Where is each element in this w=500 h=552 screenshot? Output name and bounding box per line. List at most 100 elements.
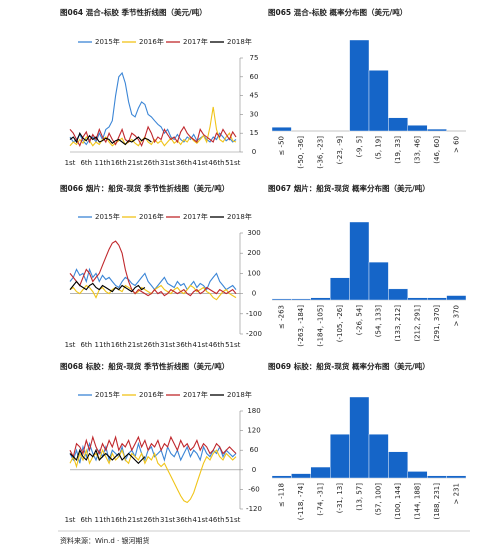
legend-label: 2017年 — [183, 390, 208, 399]
bar — [330, 277, 350, 301]
series-line — [69, 240, 237, 297]
x-tick-label: 11th — [95, 159, 111, 167]
y-tick-label: 45 — [250, 92, 259, 100]
x-tick-label: 6th — [80, 516, 92, 524]
legend-label: 2017年 — [183, 37, 208, 46]
bar — [271, 475, 292, 479]
y-tick-label: -100 — [246, 310, 262, 318]
legend-label: 2018年 — [227, 390, 252, 399]
x-tick-label: (144, 188] — [414, 483, 422, 520]
bar — [368, 70, 389, 132]
x-tick-label: 1st — [65, 341, 76, 349]
series-line — [69, 267, 237, 291]
chart-title: 图069 标胶：船货-现货 概率分布图（美元/吨） — [268, 361, 430, 371]
x-tick-label: (-105, -26] — [336, 305, 344, 343]
y-tick-label: 120 — [247, 427, 260, 435]
y-tick-label: -200 — [246, 330, 262, 338]
chart-title: 图068 标胶：船货-现货 季节性折线图（美元/吨） — [60, 361, 229, 371]
y-tick-label: -120 — [246, 505, 262, 513]
bar — [271, 298, 292, 301]
legend-label: 2015年 — [95, 212, 120, 221]
bar — [446, 475, 467, 479]
legend-label: 2018年 — [227, 212, 252, 221]
chart-title: 图067 烟片：船货-现货 概率分布图（美元/吨） — [268, 183, 430, 193]
legend-label: 2016年 — [139, 37, 164, 46]
x-tick-label: 1st — [65, 516, 76, 524]
x-tick-label: (-184, -105] — [317, 305, 325, 347]
y-tick-label: 100 — [247, 269, 260, 277]
series-line — [69, 125, 237, 148]
x-tick-label: 41st — [193, 516, 209, 524]
x-tick-label: (54, 133] — [375, 305, 383, 337]
x-tick-label: 46th — [208, 159, 224, 167]
x-tick-label: 51st — [225, 341, 241, 349]
x-tick-label: (-26, 54] — [355, 305, 363, 336]
x-tick-label: 51st — [225, 159, 241, 167]
x-tick-label: 11th — [95, 341, 111, 349]
x-tick-label: 46th — [208, 516, 224, 524]
bar — [427, 475, 447, 479]
x-tick-label: (-9, 5] — [355, 136, 363, 158]
x-tick-label: (212, 291] — [414, 305, 422, 342]
series-line — [69, 435, 237, 459]
legend-label: 2016年 — [139, 390, 164, 399]
x-tick-label: (5, 19] — [375, 136, 383, 160]
x-tick-label: 46th — [208, 341, 224, 349]
x-tick-label: > 370 — [452, 305, 460, 326]
series-line — [69, 280, 146, 293]
x-tick-label: (19, 33] — [394, 136, 402, 164]
bar — [446, 295, 467, 301]
bar — [407, 471, 428, 479]
y-tick-label: 60 — [250, 73, 259, 81]
x-tick-label: (57, 100] — [375, 483, 383, 515]
x-tick-label: 31st — [160, 341, 176, 349]
bar — [407, 125, 428, 132]
x-tick-label: 1st — [65, 159, 76, 167]
x-tick-label: 36th — [176, 341, 192, 349]
y-tick-label: 0 — [252, 466, 256, 474]
y-tick-label: 300 — [247, 229, 260, 237]
bar — [368, 261, 389, 301]
bar — [349, 396, 370, 479]
x-tick-label: 51st — [225, 516, 241, 524]
x-tick-label: (100, 144] — [394, 483, 402, 520]
x-tick-label: (291, 370] — [433, 305, 441, 342]
x-tick-label: (33, 46] — [414, 136, 422, 164]
x-tick-label: 26th — [143, 341, 159, 349]
y-tick-label: 60 — [250, 446, 259, 454]
x-tick-label: 16th — [111, 341, 127, 349]
x-tick-label: 21st — [127, 159, 143, 167]
x-tick-label: (133, 212] — [394, 305, 402, 342]
bar — [427, 297, 447, 301]
x-tick-label: (-23, -9] — [336, 136, 344, 165]
y-tick-label: 180 — [247, 407, 260, 415]
x-tick-label: ≤ -118 — [278, 483, 286, 507]
legend-label: 2017年 — [183, 212, 208, 221]
x-tick-label: (46, 60] — [433, 136, 441, 164]
x-tick-label: (-50, -36] — [297, 136, 305, 169]
x-tick-label: 16th — [111, 516, 127, 524]
bar — [427, 128, 447, 132]
x-tick-label: > 60 — [452, 136, 460, 153]
x-tick-label: 36th — [176, 516, 192, 524]
y-tick-label: 0 — [252, 148, 256, 156]
bar — [349, 221, 370, 301]
x-tick-label: 21st — [127, 341, 143, 349]
x-tick-label: (-118, -74] — [297, 483, 305, 521]
series-line — [69, 106, 237, 147]
legend-label: 2015年 — [95, 390, 120, 399]
legend-label: 2015年 — [95, 37, 120, 46]
x-tick-label: ≤ -263 — [278, 305, 286, 329]
x-tick-label: 26th — [143, 159, 159, 167]
bar — [388, 288, 408, 301]
x-tick-label: (-74, -31] — [317, 483, 325, 516]
legend-label: 2018年 — [227, 37, 252, 46]
chart-title: 图065 混合-标胶 概率分布图（美元/吨） — [268, 7, 407, 17]
bar — [330, 434, 350, 479]
x-tick-label: 26th — [143, 516, 159, 524]
x-tick-label: (188, 231] — [433, 483, 441, 520]
source: 资料来源：Win.d · 银河期货 — [60, 536, 150, 545]
x-tick-label: ≤ -50 — [278, 136, 286, 156]
bar — [310, 466, 331, 479]
